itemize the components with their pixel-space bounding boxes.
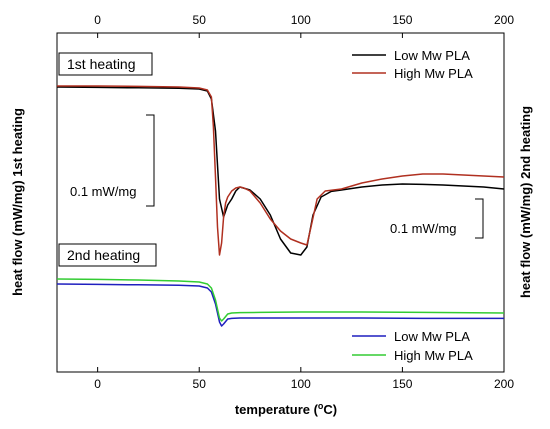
legend-1-label-2: High Mw PLA — [394, 66, 473, 81]
x-tick-label-top: 200 — [494, 13, 514, 27]
x-axis-bottom: 0 50 100 150 200 — [94, 367, 514, 391]
scale-bar-1-label: 0.1 mW/mg — [70, 184, 136, 199]
series-line-panel2-1 — [56, 283, 504, 327]
series-layer — [56, 85, 505, 327]
x-tick-label-bottom: 50 — [193, 377, 207, 391]
scale-bar-2 — [475, 198, 484, 239]
series-line-panel2-2 — [56, 278, 505, 322]
panel-label-box-2 — [58, 243, 157, 267]
x-tick-label-bottom: 150 — [392, 377, 412, 391]
legend-2-label-2: High Mw PLA — [394, 348, 473, 363]
x-tick-label-top: 150 — [392, 13, 412, 27]
scale-bar-2-label: 0.1 mW/mg — [390, 221, 456, 236]
x-tick-label-bottom: 100 — [291, 377, 311, 391]
x-axis-title-main: temperature ( — [235, 402, 319, 417]
x-axis-title-degree: o — [318, 401, 324, 411]
x-tick-label-top: 50 — [193, 13, 207, 27]
panel-label-box-1 — [58, 52, 153, 76]
panel-label-1: 1st heating — [67, 56, 136, 72]
scale-bar-1 — [146, 114, 155, 207]
y-axis-title-left: heat flow (mW/mg) 1st heating — [10, 108, 25, 296]
x-axis-title: temperature (oC) — [235, 401, 337, 417]
legend-1-label-1: Low Mw PLA — [394, 48, 470, 63]
x-tick-label-top: 0 — [94, 13, 101, 27]
x-axis-title-unit: C) — [323, 402, 337, 417]
series-line-panel1-2 — [57, 85, 505, 256]
x-tick-label-bottom: 200 — [494, 377, 514, 391]
x-axis-top: 0 50 100 150 200 — [94, 13, 514, 38]
plot-frame — [56, 32, 505, 373]
x-tick-label-top: 100 — [291, 13, 311, 27]
panel-label-2: 2nd heating — [67, 247, 140, 263]
x-tick-label-bottom: 0 — [94, 377, 101, 391]
legend-2-label-1: Low Mw PLA — [394, 329, 470, 344]
y-axis-title-right: heat flow (mW/mg) 2nd heating — [518, 106, 533, 298]
